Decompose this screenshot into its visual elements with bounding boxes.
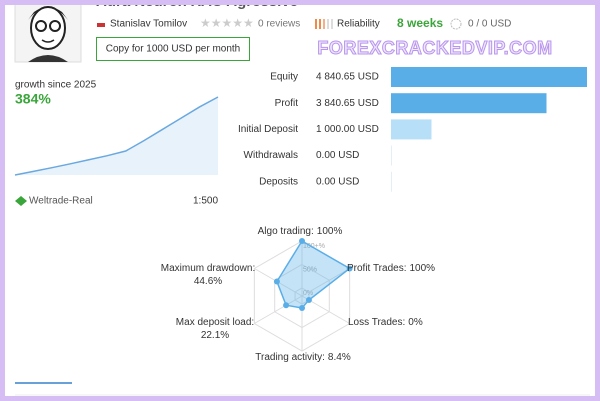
row-value: 0.00 USD <box>316 150 359 161</box>
row-value: 4 840.65 USD <box>316 72 379 83</box>
radar-axis-value: 44.6% <box>194 276 222 287</box>
reliability: Reliability <box>337 19 380 30</box>
radar-axis-value: 100% <box>409 263 435 274</box>
radar-label: Loss Trades: 0% <box>348 317 423 328</box>
radar-tick-label: 0% <box>303 290 313 297</box>
radar-point <box>299 238 305 244</box>
tab-underline <box>15 382 72 384</box>
row-value: 3 840.65 USD <box>316 98 379 109</box>
radar-tick-label: 100+% <box>303 243 325 250</box>
row-value: 1 000.00 USD <box>316 124 379 135</box>
radar-point <box>305 297 312 303</box>
flag <box>97 21 105 27</box>
row-label: Profit <box>275 98 299 109</box>
title: Aura Neuron XAU Agressive <box>96 0 298 10</box>
stars: ★★★★★ <box>200 16 254 30</box>
balance-bar <box>391 119 432 140</box>
subscribers: 0 / 0 USD <box>468 19 511 30</box>
avatar <box>14 5 82 63</box>
copy-button-label[interactable]: Copy for 1000 USD per month <box>106 44 241 55</box>
radar-point <box>346 265 353 272</box>
radar-axis-name: Profit Trades: <box>347 263 406 274</box>
author[interactable]: Stanislav Tomilov <box>110 19 187 30</box>
radar-label: Algo trading: 100% <box>258 226 343 237</box>
radar-axis-value: 0% <box>408 317 423 328</box>
radar-spoke <box>301 268 350 297</box>
row-value: 0.00 USD <box>316 176 359 187</box>
copy-button[interactable] <box>96 37 250 61</box>
watermark: FOREXCRACKEDVIP.COM <box>317 38 552 58</box>
row-label: Equity <box>270 72 298 83</box>
shield-icon <box>15 196 27 206</box>
balance-bar <box>391 93 547 114</box>
radar-axis-value: 22.1% <box>201 330 229 341</box>
radar-point <box>283 302 290 309</box>
growth-area <box>15 97 218 175</box>
reviews[interactable]: 0 reviews <box>258 19 300 30</box>
radar-axis-value: 8.4% <box>328 352 351 363</box>
growth-line <box>14 96 219 176</box>
row-label: Withdrawals <box>244 150 298 161</box>
radar-point <box>299 304 305 311</box>
leverage: 1:500 <box>193 196 218 207</box>
row-label: Initial Deposit <box>238 124 298 135</box>
growth-value: 384% <box>15 91 51 107</box>
row-label: Deposits <box>259 176 298 187</box>
radar-label: Trading activity: 8.4% <box>255 352 351 363</box>
broker[interactable]: Weltrade-Real <box>29 196 93 207</box>
radar-axis-name: Algo trading: <box>258 226 314 237</box>
balance-bar <box>391 67 587 87</box>
weeks: 8 weeks <box>397 16 443 30</box>
radar-point <box>273 278 280 285</box>
reliability-icon <box>315 19 333 29</box>
balance-bar <box>391 171 392 192</box>
radar-axis-name: Trading activity: <box>255 352 325 363</box>
radar-spoke <box>254 295 303 324</box>
radar-axis-name: Loss Trades: <box>348 317 405 328</box>
radar-tick-label: 50% <box>303 266 317 273</box>
radar-axis-name: Max deposit load: <box>176 317 254 328</box>
balance-bar <box>391 145 392 166</box>
radar-label: Maximum drawdown: 44.6% <box>161 263 255 287</box>
flag <box>97 21 105 23</box>
coin-icon <box>450 18 462 30</box>
radar-label: Max deposit load: 22.1% <box>176 317 254 341</box>
radar-area <box>276 239 351 309</box>
radar-label: Profit Trades: 100% <box>347 263 435 274</box>
growth-label: growth since 2025 <box>15 80 97 91</box>
radar-axis-name: Maximum drawdown: <box>161 263 255 274</box>
radar-axis-value: 100% <box>317 226 343 237</box>
